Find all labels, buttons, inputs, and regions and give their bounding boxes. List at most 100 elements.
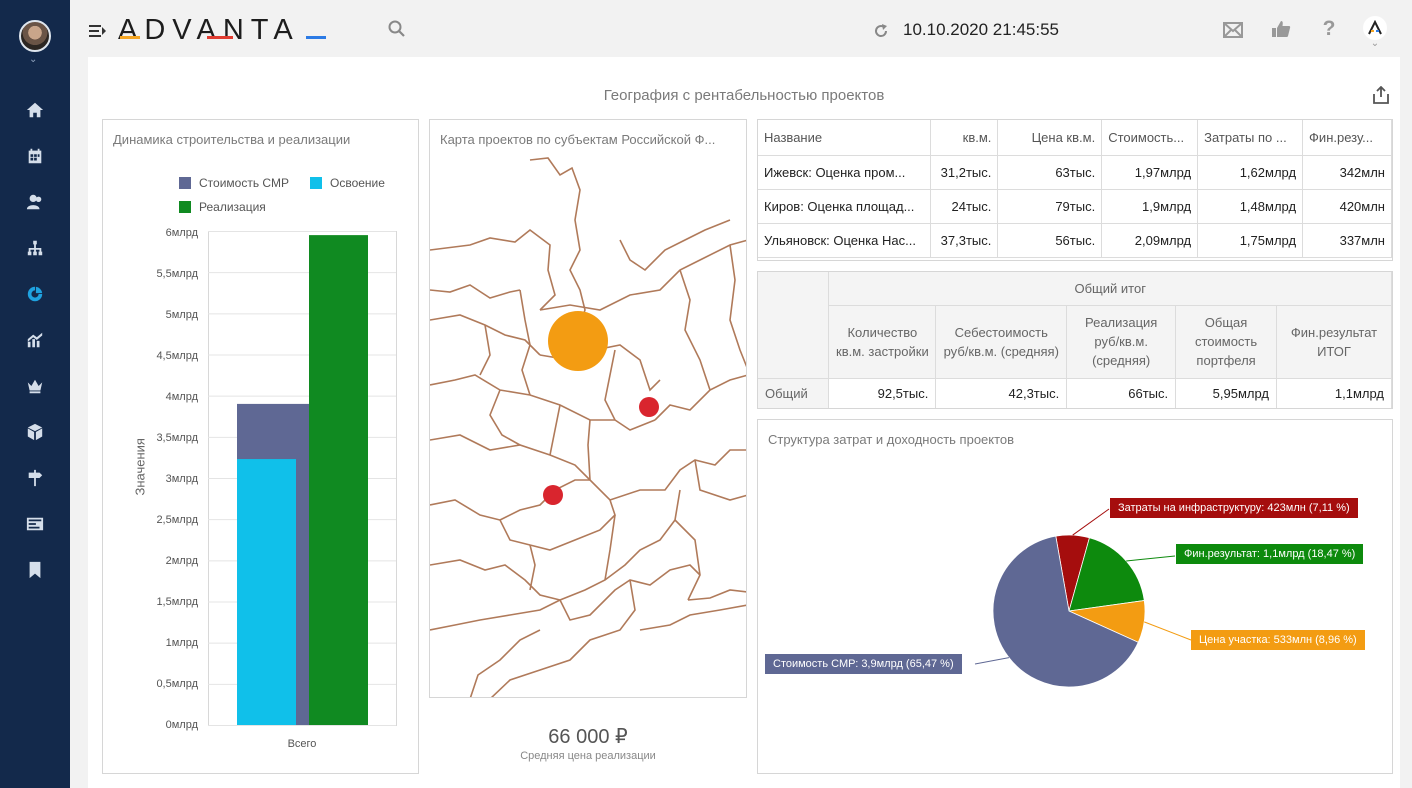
- russia-regions-map[interactable]: [430, 120, 747, 698]
- home-icon[interactable]: [0, 95, 70, 125]
- column-header[interactable]: кв.м.: [930, 120, 999, 156]
- cell-cost: 2,09млрд: [1101, 223, 1199, 258]
- refresh-icon[interactable]: [872, 22, 890, 40]
- users-icon[interactable]: [0, 187, 70, 217]
- column-header[interactable]: Цена кв.м.: [997, 120, 1103, 156]
- cell-value: 5,95млрд: [1175, 378, 1278, 408]
- pie-slice-fin-result[interactable]: [1068, 537, 1145, 612]
- bar-osvoenie[interactable]: [237, 459, 296, 725]
- panel-title: Структура затрат и доходность проектов: [768, 432, 1015, 447]
- ytick-label: 3,5млрд: [156, 432, 198, 444]
- project-bubble-kirov[interactable]: [639, 397, 659, 417]
- legend-item-osvoenie[interactable]: Освоение: [310, 176, 385, 190]
- pie-label-plot-price[interactable]: Цена участка: 533млн (8,96 %): [1191, 630, 1365, 650]
- table-row[interactable]: Ульяновск: Оценка Нас... 37,3тыс. 56тыс.…: [758, 223, 1392, 258]
- pie-chart-plot: [974, 508, 1192, 688]
- signpost-icon[interactable]: [0, 463, 70, 493]
- sidebar: ⌄: [0, 0, 70, 788]
- y-axis-label: Значения: [133, 438, 148, 495]
- cell-price: 56тыс.: [997, 223, 1103, 258]
- cell-value: 1,1млрд: [1276, 378, 1392, 408]
- news-icon[interactable]: [0, 509, 70, 539]
- ytick-label: 2млрд: [165, 555, 198, 567]
- pie-leader-line: [1072, 508, 1110, 536]
- hierarchy-icon[interactable]: [0, 233, 70, 263]
- cell-expenses: 1,75млрд: [1197, 223, 1304, 258]
- ytick-label: 3млрд: [165, 473, 198, 485]
- legend-item-smr[interactable]: Стоимость СМР: [179, 176, 289, 190]
- column-header[interactable]: Общая стоимость портфеля: [1175, 305, 1278, 379]
- column-header[interactable]: Затраты по ...: [1197, 120, 1304, 156]
- table-row[interactable]: Ижевск: Оценка пром... 31,2тыс. 63тыс. 1…: [758, 155, 1392, 190]
- export-icon[interactable]: [1372, 85, 1390, 105]
- profile-icon[interactable]: [1363, 16, 1387, 40]
- group-header: Общий итог: [828, 272, 1392, 306]
- legend-item-realizaciya[interactable]: Реализация: [179, 200, 266, 214]
- cell-result: 420млн: [1302, 189, 1392, 224]
- ytick-label: 0млрд: [165, 719, 198, 731]
- search-icon[interactable]: [387, 19, 407, 39]
- menu-toggle-icon[interactable]: [88, 22, 108, 40]
- ytick-label: 2,5млрд: [156, 514, 198, 526]
- column-header[interactable]: Название: [758, 120, 932, 156]
- kpi-label: Средняя цена реализации: [520, 750, 656, 762]
- cell-value: 42,3тыс.: [935, 378, 1068, 408]
- ytick-label: 1,5млрд: [156, 596, 198, 608]
- project-bubble-ulyanovsk[interactable]: [543, 485, 563, 505]
- analytics-icon[interactable]: [0, 325, 70, 355]
- pie-label-infrastructure[interactable]: Затраты на инфраструктуру: 423млн (7,11 …: [1110, 498, 1358, 518]
- bar-realizaciya[interactable]: [309, 235, 368, 725]
- column-header[interactable]: Фин.результат ИТОГ: [1276, 305, 1392, 379]
- pie-label-fin-result[interactable]: Фин.результат: 1,1млрд (18,47 %): [1176, 544, 1364, 564]
- pie-label-smr[interactable]: Стоимость СМР: 3,9млрд (65,47 %): [765, 654, 962, 674]
- summary-table: Общий итог Количество кв.м. застройки Се…: [758, 272, 1392, 408]
- cell-expenses: 1,62млрд: [1197, 155, 1304, 190]
- crown-icon[interactable]: [0, 371, 70, 401]
- cell-name: Ижевск: Оценка пром...: [758, 155, 932, 190]
- box-icon[interactable]: [0, 417, 70, 447]
- ytick-label: 4,5млрд: [156, 350, 198, 362]
- map-panel: Карта проектов по субъектам Российской Ф…: [429, 119, 747, 698]
- row-label: Общий: [758, 378, 830, 408]
- app-logo[interactable]: ADVANTA: [118, 14, 300, 46]
- cell-result: 342млн: [1302, 155, 1392, 190]
- pie-leader-line: [1144, 621, 1192, 641]
- mail-icon[interactable]: [1222, 20, 1244, 40]
- cell-result: 337млн: [1302, 223, 1392, 258]
- column-header[interactable]: Себестоимость руб/кв.м. (средняя): [935, 305, 1068, 379]
- cell-cost: 1,9млрд: [1101, 189, 1199, 224]
- page-title: География с рентабельностью проектов: [603, 87, 885, 104]
- calendar-icon[interactable]: [0, 141, 70, 171]
- like-icon[interactable]: [1270, 19, 1292, 39]
- ytick-label: 5млрд: [165, 309, 198, 321]
- cell-area: 24тыс.: [930, 189, 999, 224]
- cell-area: 31,2тыс.: [930, 155, 999, 190]
- topbar: ADVANTA 10.10.2020 21:45:55 ? ⌄: [70, 0, 1412, 60]
- cell-name: Ульяновск: Оценка Нас...: [758, 223, 932, 258]
- project-bubble-izhevsk[interactable]: [548, 311, 608, 371]
- ytick-label: 6млрд: [165, 227, 198, 239]
- cell-area: 37,3тыс.: [930, 223, 999, 258]
- ytick-label: 0,5млрд: [156, 678, 198, 690]
- cell-value: 66тыс.: [1066, 378, 1177, 408]
- table-row[interactable]: Киров: Оценка площад... 24тыс. 79тыс. 1,…: [758, 189, 1392, 224]
- projects-table-panel: Название кв.м. Цена кв.м. Стоимость... З…: [757, 119, 1393, 261]
- cell-price: 63тыс.: [997, 155, 1103, 190]
- cell-cost: 1,97млрд: [1101, 155, 1199, 190]
- panel-title: Динамика строительства и реализации: [113, 132, 351, 147]
- user-avatar[interactable]: [19, 20, 51, 52]
- cell-price: 79тыс.: [997, 189, 1103, 224]
- chevron-down-icon[interactable]: ⌄: [29, 54, 38, 65]
- dashboard-icon[interactable]: [0, 279, 70, 309]
- help-icon[interactable]: ?: [1322, 17, 1336, 40]
- column-header[interactable]: Реализация руб/кв.м. (средняя): [1066, 305, 1177, 379]
- column-header[interactable]: Фин.резу...: [1302, 120, 1392, 156]
- column-header[interactable]: Количество кв.м. застройки: [828, 305, 937, 379]
- cell-name: Киров: Оценка площад...: [758, 189, 932, 224]
- corner-cell: [758, 272, 830, 379]
- column-header[interactable]: Стоимость...: [1101, 120, 1199, 156]
- pie-leader-line: [1126, 555, 1176, 562]
- bookmark-icon[interactable]: [0, 555, 70, 585]
- table-row[interactable]: Общий 92,5тыс. 42,3тыс. 66тыс. 5,95млрд …: [758, 378, 1392, 408]
- chevron-down-icon[interactable]: ⌄: [1370, 37, 1380, 49]
